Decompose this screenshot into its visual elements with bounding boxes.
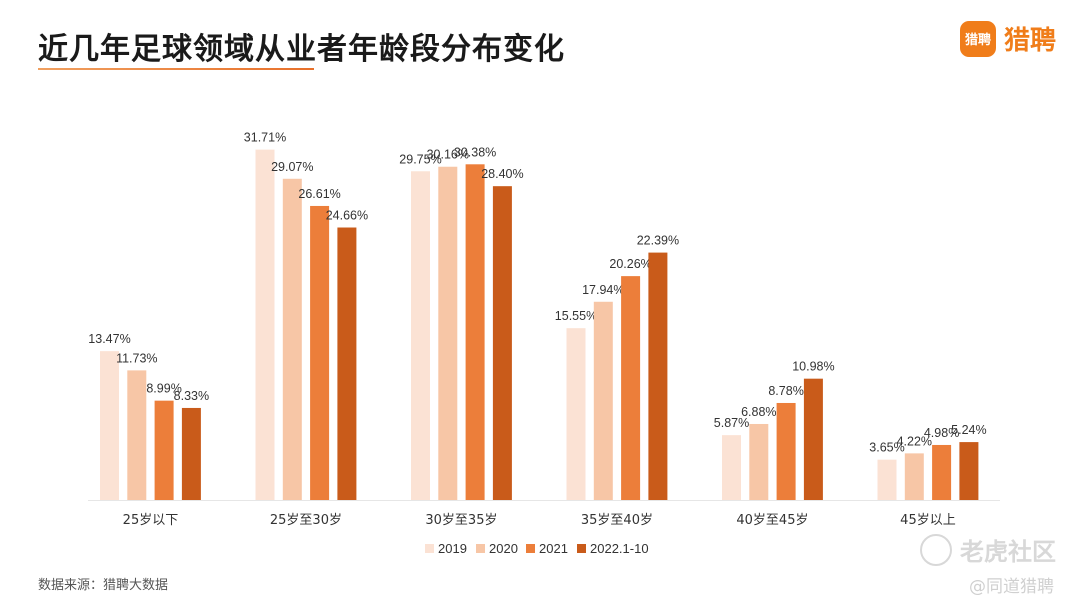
data-label: 15.55% — [555, 309, 597, 323]
data-label: 29.75% — [399, 152, 441, 166]
title-underline — [38, 68, 314, 70]
legend-swatch-2019 — [425, 544, 434, 553]
data-label: 4.22% — [897, 434, 932, 448]
data-label: 3.65% — [869, 441, 904, 455]
legend-label: 2019 — [438, 541, 467, 556]
brand-logo: 猎聘 猎聘 — [959, 20, 1056, 57]
bar-2019-35岁至40岁 — [566, 328, 586, 500]
data-label: 29.07% — [271, 160, 313, 174]
bar-2021-35岁至40岁 — [621, 276, 641, 500]
data-label: 10.98% — [792, 360, 834, 374]
watermark-account: @同道猎聘 — [969, 577, 1054, 597]
legend-swatch-2020 — [476, 544, 485, 553]
bar-2019-25岁以下 — [100, 351, 119, 500]
bar-2022.1-10-25岁以下 — [181, 407, 201, 500]
data-label: 28.40% — [481, 167, 523, 181]
x-tick-label: 30岁至35岁 — [425, 513, 497, 528]
bar-2019-45岁以上 — [877, 459, 897, 500]
data-label: 8.33% — [174, 389, 209, 403]
data-label: 31.71% — [244, 131, 286, 145]
bar-2021-25岁以下 — [154, 400, 174, 500]
data-label: 26.61% — [298, 187, 340, 201]
bar-2019-30岁至35岁 — [411, 171, 430, 500]
bar-2020-30岁至35岁 — [438, 166, 458, 500]
bar-2020-25岁至30岁 — [282, 178, 302, 501]
bar-2022.1-10-30岁至35岁 — [492, 186, 512, 500]
data-label: 11.73% — [116, 351, 157, 365]
legend-label: 2020 — [489, 541, 518, 556]
bar-2021-25岁至30岁 — [310, 205, 330, 500]
bar-2022.1-10-40岁至45岁 — [803, 378, 823, 500]
data-source-note: 数据来源：猎聘大数据 — [38, 578, 169, 593]
bar-2021-30岁至35岁 — [465, 164, 485, 500]
data-label: 6.88% — [741, 405, 776, 419]
legend-swatch-2021 — [526, 544, 535, 553]
data-label: 24.66% — [326, 209, 368, 223]
x-tick-label: 25岁以下 — [123, 513, 179, 528]
bar-2020-45岁以上 — [904, 453, 924, 500]
data-label: 20.26% — [609, 257, 651, 271]
data-label: 4.98% — [924, 426, 959, 440]
bar-2020-35岁至40岁 — [593, 301, 613, 500]
bar-2022.1-10-25岁至30岁 — [337, 227, 357, 500]
bar-2021-45岁以上 — [932, 444, 952, 500]
x-tick-label: 25岁至30岁 — [270, 513, 342, 528]
data-label: 5.24% — [951, 423, 986, 437]
data-label: 8.99% — [146, 382, 181, 396]
legend-label: 2021 — [539, 541, 568, 556]
watermark-community: 老虎社区 — [920, 532, 1056, 567]
data-label: 8.78% — [768, 384, 803, 398]
data-label: 5.87% — [714, 416, 749, 430]
bar-2020-25岁以下 — [127, 370, 147, 500]
logo-badge-icon: 猎聘 — [959, 20, 996, 57]
bar-2019-40岁至45岁 — [722, 435, 741, 500]
watermark-logo-icon — [920, 533, 952, 566]
x-tick-label: 35岁至40岁 — [581, 513, 653, 528]
logo-text: 猎聘 — [1003, 26, 1056, 56]
bar-2019-25岁至30岁 — [255, 149, 275, 501]
legend-label: 2022.1-10 — [590, 541, 649, 556]
x-tick-label: 45岁以上 — [900, 513, 956, 528]
data-label: 22.39% — [637, 234, 679, 248]
page-title: 近几年足球领域从业者年龄段分布变化 — [38, 32, 565, 67]
watermark-community-text: 老虎社区 — [960, 538, 1056, 566]
x-tick-label: 40岁至45岁 — [736, 513, 808, 528]
bar-2022.1-10-45岁以上 — [959, 442, 979, 500]
data-label: 17.94% — [582, 283, 624, 297]
data-label: 30.16% — [427, 148, 469, 162]
data-label: 13.47% — [88, 332, 130, 346]
bar-2021-40岁至45岁 — [776, 402, 796, 500]
data-label: 30.38% — [454, 145, 496, 159]
bar-2020-40岁至45岁 — [749, 423, 769, 500]
bar-2022.1-10-35岁至40岁 — [648, 252, 668, 500]
legend-swatch-2022.1-10 — [577, 544, 586, 553]
